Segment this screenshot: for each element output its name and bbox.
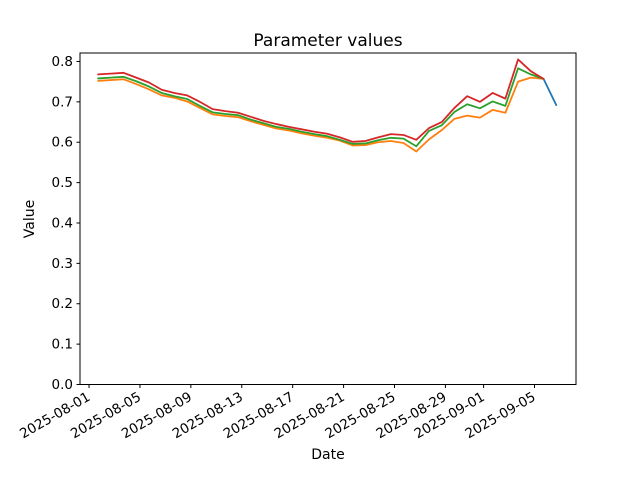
- y-axis: 0.0 0.1 0.2 0.3 0.4 0.5 0.6 0.7 0.8: [52, 54, 80, 393]
- x-axis-label: Date: [311, 447, 344, 463]
- chart-title: Parameter values: [253, 31, 402, 51]
- y-tick-label: 0.5: [52, 175, 73, 191]
- series-orange-line: [97, 76, 545, 153]
- y-tick-label: 0.2: [52, 296, 73, 312]
- y-tick-label: 0.3: [52, 256, 73, 272]
- series-blue-line: [542, 77, 558, 106]
- y-tick-label: 0.8: [52, 54, 73, 70]
- y-tick-label: 0.0: [52, 377, 73, 393]
- series-green-line: [97, 67, 545, 148]
- series-red-line: [97, 58, 545, 143]
- plot-area: [97, 58, 558, 153]
- x-axis: 2025-08-012025-08-052025-08-092025-08-13…: [17, 384, 539, 442]
- y-tick-label: 0.1: [52, 337, 73, 353]
- y-tick-label: 0.7: [52, 94, 73, 110]
- y-tick-label: 0.4: [52, 215, 73, 231]
- axes-spines: [79, 52, 577, 385]
- y-axis-label: Value: [22, 200, 38, 238]
- y-tick-label: 0.6: [52, 135, 73, 151]
